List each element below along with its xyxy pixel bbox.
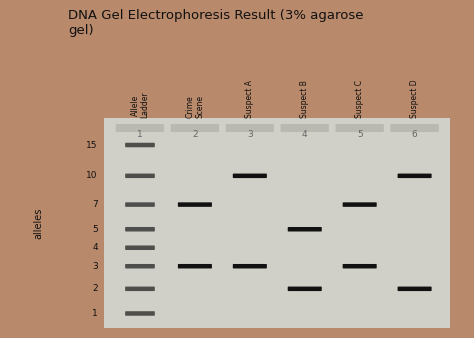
FancyBboxPatch shape — [125, 174, 155, 178]
Text: 15: 15 — [86, 141, 98, 149]
Text: 7: 7 — [92, 200, 98, 209]
Text: 1: 1 — [137, 130, 143, 139]
FancyBboxPatch shape — [171, 124, 219, 132]
Text: 5: 5 — [92, 225, 98, 234]
Text: Suspect C: Suspect C — [355, 80, 364, 118]
Text: 2: 2 — [192, 130, 198, 139]
FancyBboxPatch shape — [178, 264, 212, 268]
FancyBboxPatch shape — [125, 311, 155, 316]
FancyBboxPatch shape — [125, 143, 155, 147]
FancyBboxPatch shape — [398, 174, 432, 178]
Text: 5: 5 — [357, 130, 363, 139]
Text: 10: 10 — [86, 171, 98, 180]
FancyBboxPatch shape — [116, 124, 164, 132]
Text: Allele
Ladder: Allele Ladder — [131, 92, 149, 118]
FancyBboxPatch shape — [125, 245, 155, 250]
FancyBboxPatch shape — [178, 202, 212, 207]
Text: DNA Gel Electrophoresis Result (3% agarose
gel): DNA Gel Electrophoresis Result (3% agaro… — [68, 9, 364, 37]
Text: 3: 3 — [92, 262, 98, 271]
FancyBboxPatch shape — [125, 287, 155, 291]
Text: alleles: alleles — [33, 208, 43, 239]
FancyBboxPatch shape — [125, 264, 155, 268]
FancyBboxPatch shape — [281, 124, 329, 132]
Text: 3: 3 — [247, 130, 253, 139]
Text: 1: 1 — [92, 309, 98, 318]
FancyBboxPatch shape — [233, 174, 267, 178]
Text: Suspect B: Suspect B — [300, 80, 309, 118]
FancyBboxPatch shape — [226, 124, 274, 132]
FancyBboxPatch shape — [398, 287, 432, 291]
Text: 4: 4 — [92, 243, 98, 252]
FancyBboxPatch shape — [343, 202, 377, 207]
FancyBboxPatch shape — [125, 227, 155, 232]
FancyBboxPatch shape — [125, 202, 155, 207]
FancyBboxPatch shape — [288, 227, 322, 232]
FancyBboxPatch shape — [233, 264, 267, 268]
FancyBboxPatch shape — [391, 124, 439, 132]
FancyBboxPatch shape — [336, 124, 384, 132]
Text: Suspect D: Suspect D — [410, 80, 419, 118]
Text: 2: 2 — [92, 284, 98, 293]
Text: Suspect A: Suspect A — [246, 80, 255, 118]
Text: 6: 6 — [412, 130, 418, 139]
Text: 4: 4 — [302, 130, 308, 139]
FancyBboxPatch shape — [288, 287, 322, 291]
FancyBboxPatch shape — [343, 264, 377, 268]
Text: Crime
Scene: Crime Scene — [185, 95, 204, 118]
